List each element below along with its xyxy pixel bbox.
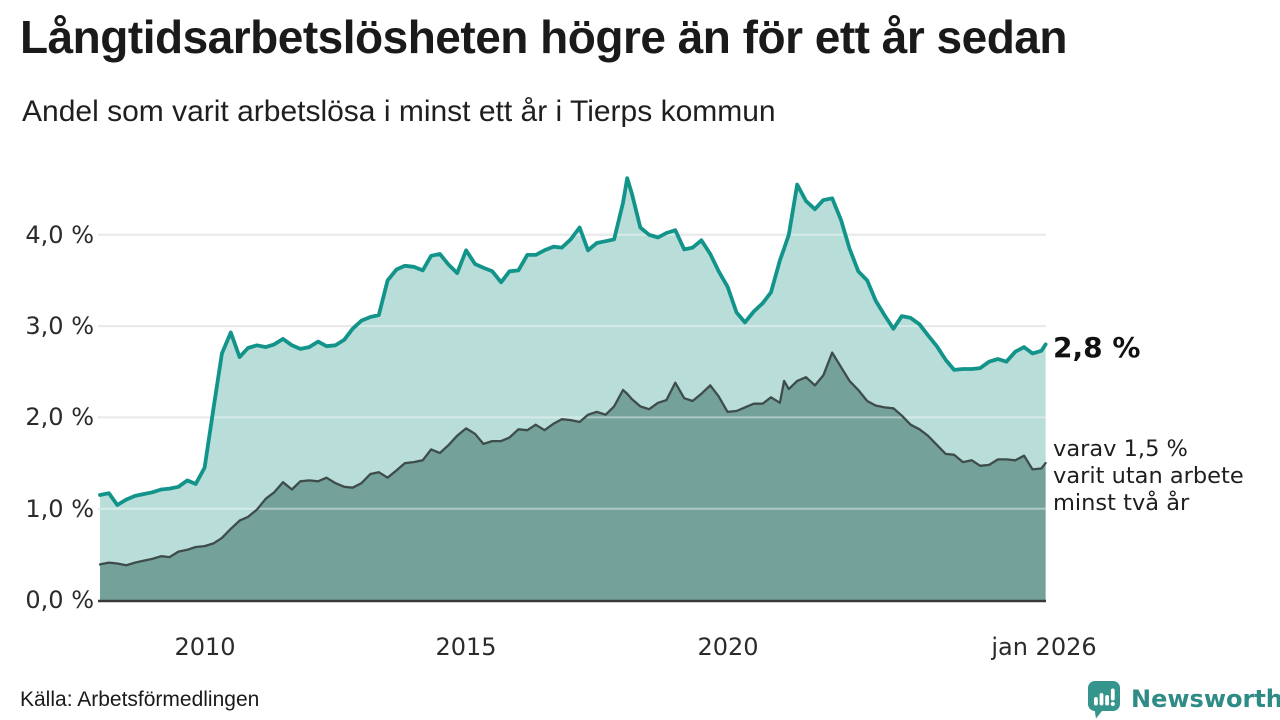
page-subtitle: Andel som varit arbetslösa i minst ett å…: [22, 95, 776, 128]
secondary-series-annotation: varav 1,5 % varit utan arbete minst två …: [1053, 436, 1244, 517]
y-axis-label-4: 4,0 %: [25, 221, 94, 249]
x-axis-label-jan-2026: jan 2026: [991, 633, 1097, 661]
secondary-annotation-line-2: varit utan arbete: [1053, 463, 1244, 489]
newsworthy-wordmark: Newsworthy: [1131, 685, 1280, 713]
secondary-annotation-line-3: minst två år: [1053, 490, 1190, 516]
newsworthy-logo: Newsworthy: [1086, 679, 1280, 719]
x-axis-label-2010: 2010: [174, 633, 236, 661]
newsworthy-bar-chart-icon: [1088, 681, 1120, 719]
page-title: Långtidsarbetslösheten högre än för ett …: [20, 11, 1067, 63]
y-axis-label-2: 2,0 %: [25, 403, 94, 431]
y-axis-label-3: 3,0 %: [25, 312, 94, 340]
y-axis-label-1: 1,0 %: [25, 495, 94, 523]
series-area-two-years: [100, 352, 1046, 600]
x-axis-label-2015: 2015: [435, 633, 497, 661]
x-axis-label-2020: 2020: [697, 633, 759, 661]
secondary-annotation-line-1: varav 1,5 %: [1053, 436, 1188, 462]
source-attribution: Källa: Arbetsförmedlingen: [20, 688, 260, 711]
y-axis-label-0: 0,0 %: [25, 586, 94, 614]
latest-value-label: 2,8 %: [1053, 331, 1141, 364]
series-line-two-years: [98, 351, 1047, 567]
series-line-one-year: [98, 176, 1048, 507]
